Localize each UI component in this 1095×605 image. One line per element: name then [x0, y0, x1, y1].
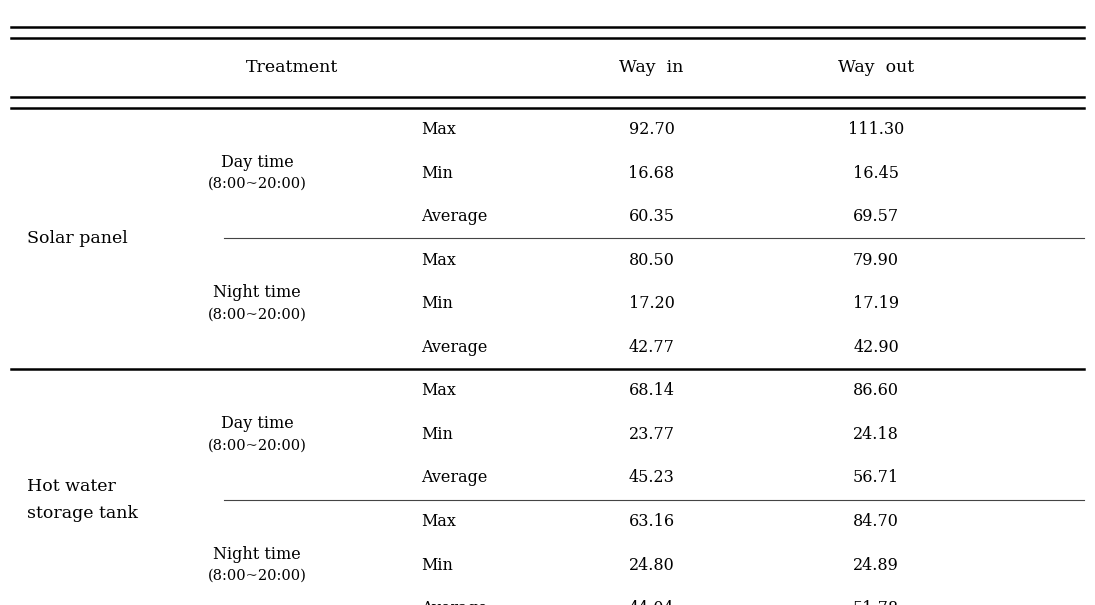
Text: Way  in: Way in	[620, 59, 683, 76]
Text: Min: Min	[422, 165, 453, 181]
Text: Max: Max	[422, 121, 457, 138]
Text: 42.77: 42.77	[629, 339, 675, 356]
Text: Night time: Night time	[214, 546, 301, 563]
Text: 17.20: 17.20	[629, 295, 675, 312]
Text: Average: Average	[422, 208, 488, 225]
Text: (8:00~20:00): (8:00~20:00)	[208, 569, 307, 583]
Text: Day time: Day time	[221, 154, 293, 171]
Text: 17.19: 17.19	[853, 295, 899, 312]
Text: Treatment: Treatment	[246, 59, 338, 76]
Text: 56.71: 56.71	[853, 469, 899, 486]
Text: Min: Min	[422, 426, 453, 443]
Text: Average: Average	[422, 469, 488, 486]
Text: (8:00~20:00): (8:00~20:00)	[208, 177, 307, 191]
Text: 45.23: 45.23	[629, 469, 675, 486]
Text: Solar panel: Solar panel	[27, 230, 128, 247]
Text: 23.77: 23.77	[629, 426, 675, 443]
Text: (8:00~20:00): (8:00~20:00)	[208, 307, 307, 322]
Text: 63.16: 63.16	[629, 513, 675, 530]
Text: Way  out: Way out	[838, 59, 914, 76]
Text: Hot water: Hot water	[27, 478, 116, 495]
Text: 68.14: 68.14	[629, 382, 675, 399]
Text: Average: Average	[422, 600, 488, 605]
Text: 92.70: 92.70	[629, 121, 675, 138]
Text: 16.45: 16.45	[853, 165, 899, 181]
Text: 60.35: 60.35	[629, 208, 675, 225]
Text: 111.30: 111.30	[848, 121, 904, 138]
Text: 80.50: 80.50	[629, 252, 675, 269]
Text: 51.78: 51.78	[853, 600, 899, 605]
Text: 24.18: 24.18	[853, 426, 899, 443]
Text: 24.80: 24.80	[629, 557, 675, 574]
Text: 69.57: 69.57	[853, 208, 899, 225]
Text: (8:00~20:00): (8:00~20:00)	[208, 438, 307, 453]
Text: Night time: Night time	[214, 284, 301, 301]
Text: 16.68: 16.68	[629, 165, 675, 181]
Text: Max: Max	[422, 382, 457, 399]
Text: 24.89: 24.89	[853, 557, 899, 574]
Text: Day time: Day time	[221, 415, 293, 432]
Text: Min: Min	[422, 295, 453, 312]
Text: 44.04: 44.04	[629, 600, 675, 605]
Text: Max: Max	[422, 513, 457, 530]
Text: 86.60: 86.60	[853, 382, 899, 399]
Text: storage tank: storage tank	[27, 505, 138, 522]
Text: 42.90: 42.90	[853, 339, 899, 356]
Text: Average: Average	[422, 339, 488, 356]
Text: Min: Min	[422, 557, 453, 574]
Text: 84.70: 84.70	[853, 513, 899, 530]
Text: Max: Max	[422, 252, 457, 269]
Text: 79.90: 79.90	[853, 252, 899, 269]
